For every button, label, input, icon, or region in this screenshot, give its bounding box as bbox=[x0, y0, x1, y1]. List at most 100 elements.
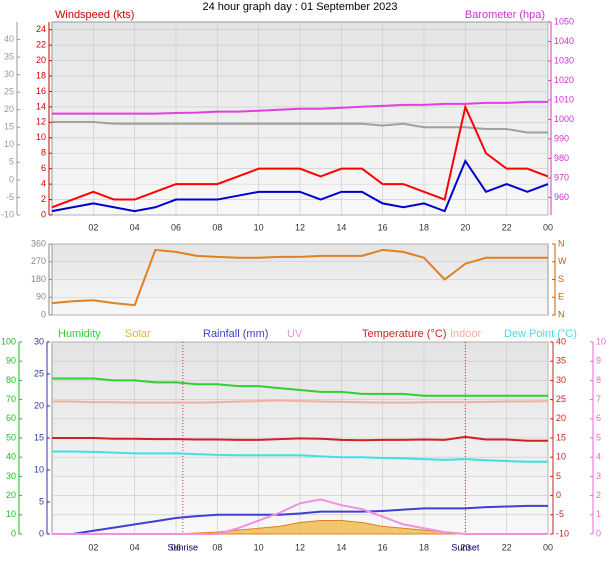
y3-tick-label: 25 bbox=[34, 368, 44, 378]
y2-tick-label: 1000 bbox=[554, 114, 574, 124]
y-tick-label: 8 bbox=[41, 148, 46, 158]
y-tick-label: 70 bbox=[6, 394, 16, 404]
y-tick-label: 0 bbox=[41, 209, 46, 219]
y3-tick-label: 10 bbox=[4, 139, 14, 149]
x-tick-label: 00 bbox=[543, 542, 553, 552]
x-tick-label: 22 bbox=[502, 542, 512, 552]
x-tick-label: 02 bbox=[88, 222, 98, 232]
x-tick-label: 18 bbox=[419, 542, 429, 552]
legend-entry: UV bbox=[287, 328, 303, 340]
series-line bbox=[52, 399, 549, 404]
y2-tick-label: 10 bbox=[556, 452, 566, 462]
y2-tick-label: -10 bbox=[556, 528, 569, 538]
y-tick-label: 4 bbox=[41, 178, 46, 188]
y3-tick-label: 40 bbox=[4, 34, 14, 44]
legend-entry: Rainfall (mm) bbox=[203, 328, 268, 340]
y-tick-label: 360 bbox=[31, 238, 46, 248]
series-line bbox=[52, 377, 548, 397]
y2-tick-label: S bbox=[558, 274, 564, 284]
series-line bbox=[52, 121, 548, 134]
chart-title: 24 hour graph day : 01 September 2023 bbox=[202, 1, 397, 13]
y-tick-label: 0 bbox=[11, 528, 16, 538]
y2-tick-label: 970 bbox=[554, 172, 569, 182]
y-tick-label: 10 bbox=[36, 132, 46, 142]
x-tick-label: 00 bbox=[543, 222, 553, 232]
y2-tick-label: 30 bbox=[556, 375, 566, 385]
y4-tick-label: 7 bbox=[596, 394, 601, 404]
y2-tick-label: N bbox=[558, 309, 565, 319]
x-tick-label: 22 bbox=[502, 222, 512, 232]
y-tick-label: 80 bbox=[6, 375, 16, 385]
y3-tick-label: 30 bbox=[4, 69, 14, 79]
y2-tick-label: 15 bbox=[556, 432, 566, 442]
y3-tick-label: 35 bbox=[4, 51, 14, 61]
y4-tick-label: 4 bbox=[596, 452, 601, 462]
y-tick-label: 20 bbox=[36, 55, 46, 65]
x-tick-label: 10 bbox=[254, 542, 264, 552]
series-line bbox=[52, 435, 548, 442]
y3-tick-label: 20 bbox=[4, 104, 14, 114]
y2-tick-label: -5 bbox=[556, 509, 564, 519]
y4-tick-label: 5 bbox=[596, 432, 601, 442]
y2-tick-label: 960 bbox=[554, 192, 569, 202]
y2-tick-label: 1040 bbox=[554, 36, 574, 46]
x-tick-label: 20 bbox=[460, 542, 470, 552]
y3-tick-label: 5 bbox=[9, 157, 14, 167]
y3-tick-label: 0 bbox=[39, 528, 44, 538]
x-tick-label: 02 bbox=[88, 542, 98, 552]
x-tick-label: 06 bbox=[171, 542, 181, 552]
series-line bbox=[52, 100, 548, 115]
x-tick-label: 14 bbox=[336, 222, 346, 232]
legend-entry: Temperature (°C) bbox=[362, 328, 446, 340]
y4-tick-label: 3 bbox=[596, 471, 601, 481]
y4-tick-label: 8 bbox=[596, 375, 601, 385]
x-tick-label: 12 bbox=[295, 542, 305, 552]
y-tick-label: 22 bbox=[36, 40, 46, 50]
y2-tick-label: 1020 bbox=[554, 75, 574, 85]
y3-tick-label: 15 bbox=[34, 432, 44, 442]
y3-tick-label: 0 bbox=[9, 174, 14, 184]
y-tick-label: 0 bbox=[41, 309, 46, 319]
series-line bbox=[51, 248, 548, 307]
y4-tick-label: 9 bbox=[596, 356, 601, 366]
series-line bbox=[51, 103, 549, 209]
y-tick-label: 6 bbox=[41, 163, 46, 173]
x-tick-label: 06 bbox=[171, 222, 181, 232]
annotation: Sunset bbox=[451, 542, 480, 552]
y2-tick-label: 40 bbox=[556, 336, 566, 346]
y2-tick-label: 35 bbox=[556, 356, 566, 366]
x-tick-label: 14 bbox=[336, 542, 346, 552]
y3-tick-label: 10 bbox=[34, 464, 44, 474]
y4-tick-label: 10 bbox=[596, 336, 606, 346]
y2-tick-label: 20 bbox=[556, 413, 566, 423]
y3-tick-label: 25 bbox=[4, 87, 14, 97]
y-tick-label: 12 bbox=[36, 117, 46, 127]
y2-axis-label: Barometer (hpa) bbox=[465, 9, 545, 21]
y3-tick-label: 30 bbox=[34, 336, 44, 346]
y3-tick-label: 20 bbox=[34, 400, 44, 410]
x-tick-label: 18 bbox=[419, 222, 429, 232]
y4-tick-label: 6 bbox=[596, 413, 601, 423]
y3-tick-label: -10 bbox=[1, 209, 14, 219]
x-tick-label: 12 bbox=[295, 222, 305, 232]
series-line bbox=[52, 450, 548, 463]
x-tick-label: 16 bbox=[378, 222, 388, 232]
y-axis-label: Windspeed (kts) bbox=[55, 9, 134, 21]
legend-entry: Dew Point (°C) bbox=[504, 328, 577, 340]
y3-tick-label: -5 bbox=[6, 192, 14, 202]
y-tick-label: 90 bbox=[36, 292, 46, 302]
legend-entry: Solar bbox=[125, 328, 151, 340]
y-tick-label: 100 bbox=[1, 336, 16, 346]
y2-tick-label: W bbox=[558, 256, 567, 266]
series-line bbox=[52, 504, 548, 535]
y-tick-label: 10 bbox=[6, 509, 16, 519]
x-tick-label: 04 bbox=[130, 222, 140, 232]
y-tick-label: 18 bbox=[36, 70, 46, 80]
y4-tick-label: 1 bbox=[596, 509, 601, 519]
y-tick-label: 90 bbox=[6, 356, 16, 366]
y-tick-label: 14 bbox=[36, 101, 46, 111]
y-tick-label: 270 bbox=[31, 256, 46, 266]
y2-tick-label: N bbox=[558, 238, 565, 248]
x-tick-label: 08 bbox=[212, 542, 222, 552]
